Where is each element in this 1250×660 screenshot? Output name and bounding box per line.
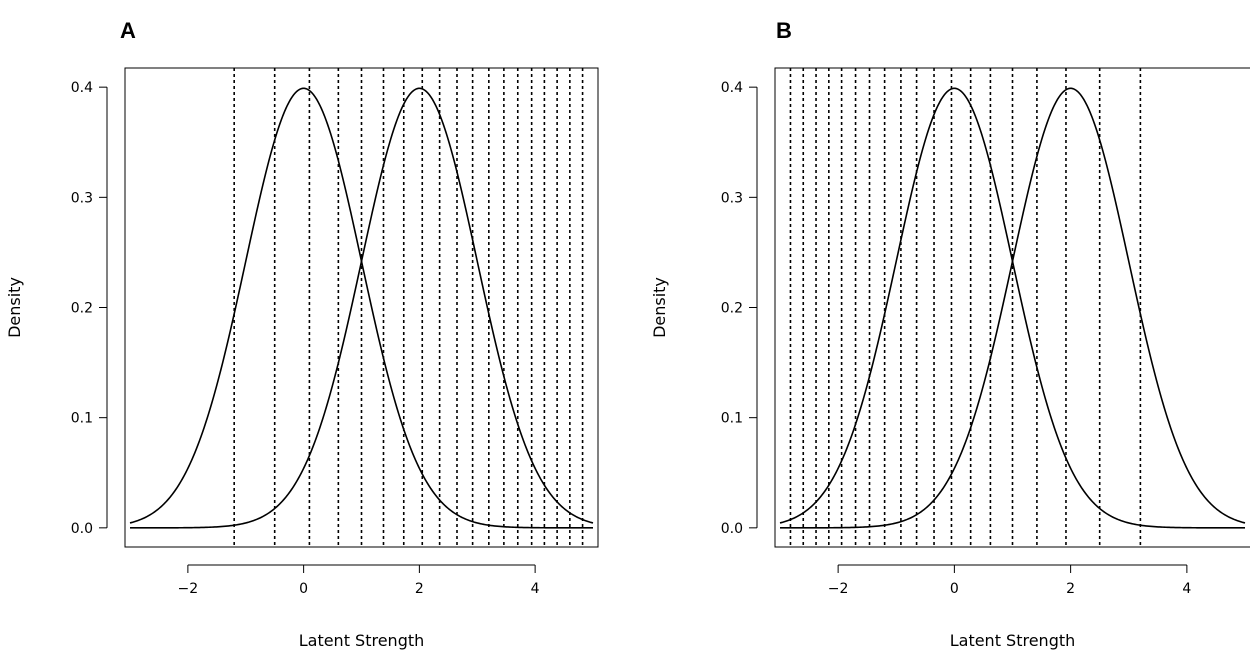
y-tick-label: 0.4 [71, 80, 93, 96]
y-tick-label: 0.3 [721, 190, 743, 206]
y-tick-label: 0.3 [71, 190, 93, 206]
y-axis-title: Density [5, 277, 24, 338]
panel-a: A 0.0 0.1 0.2 0.3 0.4 −2 0 2 4 Latent Strength Den… [5, 18, 599, 650]
x-tick-label: 0 [299, 581, 308, 597]
y-tick-label: 0.4 [721, 80, 743, 96]
x-tick-label: 4 [531, 581, 540, 597]
panel-letter-b: B [776, 18, 792, 43]
y-axis-title: Density [650, 277, 669, 338]
x-tick-label: −2 [178, 581, 199, 597]
x-tick-label: 4 [1182, 581, 1191, 597]
plot-frame [774, 67, 1250, 548]
y-tick-label: 0.1 [721, 411, 743, 427]
density-curve-mean-2 [130, 87, 594, 529]
y-tick-label: 0.2 [71, 301, 93, 317]
y-tick-label: 0.0 [71, 521, 93, 537]
x-tick-label: −2 [828, 581, 849, 597]
y-tick-label: 0.1 [71, 411, 93, 427]
panel-letter-a: A [120, 18, 136, 43]
y-tick-label: 0.2 [721, 301, 743, 317]
x-tick-label: 2 [415, 581, 424, 597]
x-axis-title: Latent Strength [950, 631, 1076, 650]
density-curve-mean-2 [780, 87, 1246, 529]
x-axis-title: Latent Strength [299, 631, 425, 650]
plot-frame [124, 67, 599, 548]
x-tick-label: 0 [950, 581, 959, 597]
x-tick-label: 2 [1066, 581, 1075, 597]
panel-b: B 0.0 0.1 0.2 0.3 0.4 −2 0 2 4 Latent Strength Den… [650, 18, 1250, 650]
y-tick-label: 0.0 [721, 521, 743, 537]
